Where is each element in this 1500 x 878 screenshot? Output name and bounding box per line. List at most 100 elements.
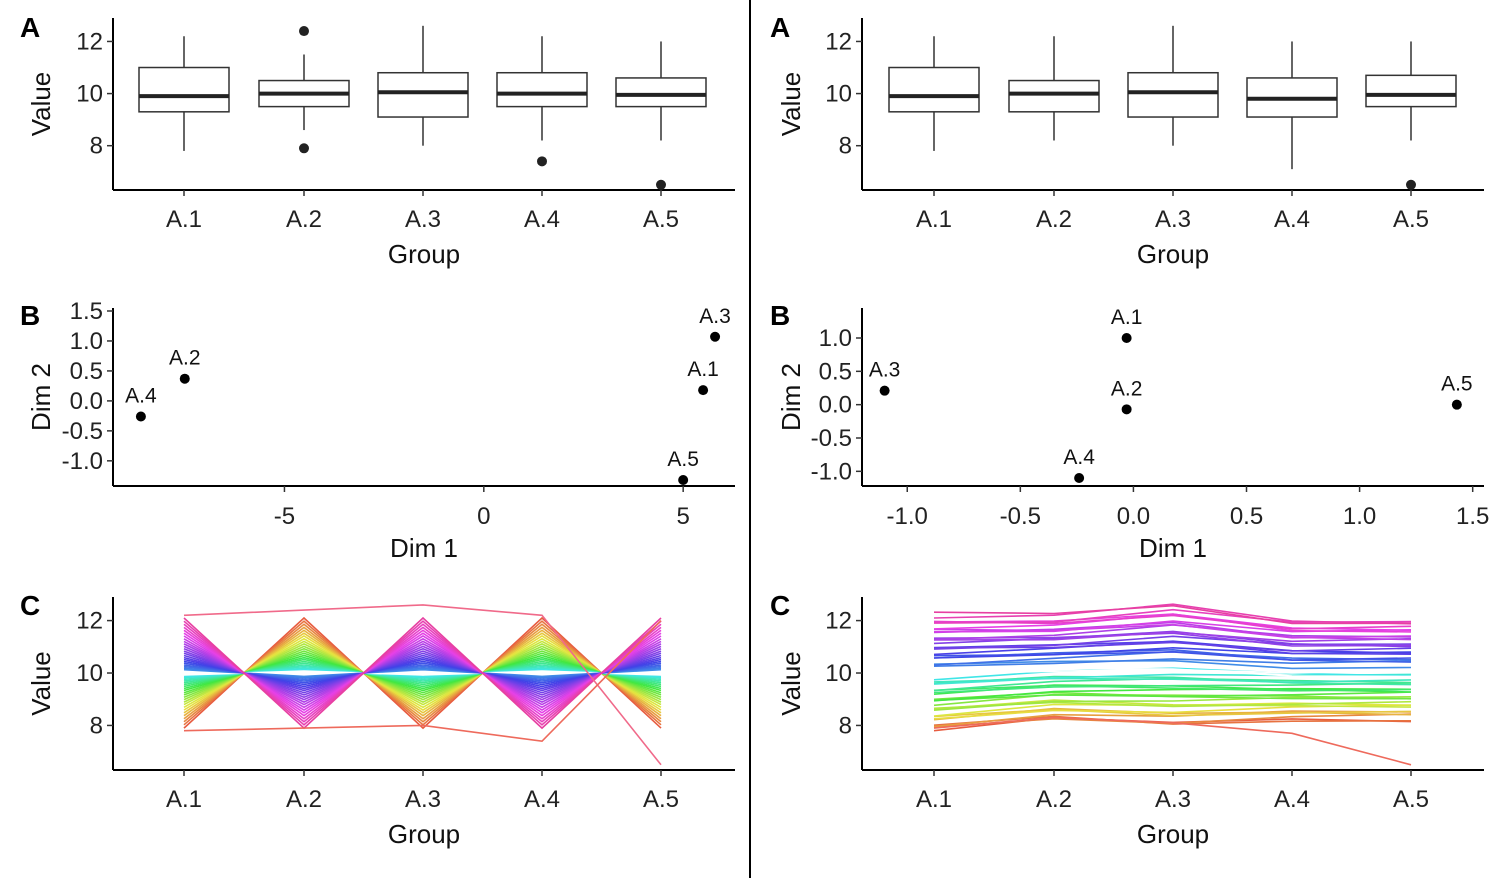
x-axis-label: Group — [1137, 239, 1209, 269]
x-tick-label: A.4 — [1274, 206, 1310, 233]
series-line — [933, 659, 1412, 670]
point-label: A.2 — [1111, 377, 1143, 400]
x-axis-label: Group — [388, 239, 460, 269]
series-line — [933, 641, 1412, 652]
series-line — [933, 613, 1412, 633]
y-tick-label: 0.0 — [70, 388, 103, 415]
x-tick-label: -5 — [274, 503, 295, 530]
x-tick-label: 1.0 — [1343, 503, 1376, 530]
y-tick-label: 0.5 — [70, 358, 103, 385]
series-line — [933, 631, 1412, 643]
y-tick-label: -0.5 — [811, 425, 852, 452]
series-line — [183, 616, 662, 730]
series-line — [933, 603, 1412, 625]
y-tick-label: 8 — [839, 133, 852, 160]
x-tick-label: A.4 — [524, 786, 560, 813]
x-tick-label: 0.0 — [1117, 503, 1150, 530]
box-A.3 — [377, 25, 469, 146]
box-iqr — [1008, 79, 1100, 113]
x-tick-label: 5 — [676, 503, 689, 530]
x-tick-label: -0.5 — [1000, 503, 1041, 530]
series-line — [183, 604, 662, 766]
point-A.3 — [879, 385, 890, 396]
panel-letter: C — [20, 590, 40, 621]
panel-letter: B — [20, 300, 40, 331]
y-tick-label: 12 — [76, 608, 103, 635]
series-line — [933, 658, 1412, 667]
point-A.2 — [179, 373, 190, 384]
outlier-point — [537, 156, 547, 167]
x-axis-label: Group — [388, 819, 460, 849]
y-tick-label: -1.0 — [62, 448, 103, 475]
y-tick-label: 12 — [825, 608, 852, 635]
series-line — [183, 620, 662, 743]
point-label: A.2 — [169, 347, 201, 370]
y-axis-label: Value — [26, 72, 56, 137]
series-line — [933, 668, 1412, 675]
box-iqr — [138, 66, 230, 113]
x-tick-label: A.2 — [1036, 786, 1072, 813]
outlier-point — [299, 143, 309, 154]
y-tick-label: 8 — [90, 133, 103, 160]
y-tick-label: 12 — [76, 28, 103, 55]
point-A.5 — [678, 475, 689, 486]
x-tick-label: A.2 — [286, 786, 322, 813]
panel-b-right: -1.0 -0.5 0.0 0.5 1.0 -1.0 -0.5 0.0 0.5 1.0 1.5 A.1… — [770, 300, 1489, 563]
series-line — [933, 673, 1412, 685]
x-tick-label: A.2 — [286, 206, 322, 233]
x-axis-label: Group — [1137, 819, 1209, 849]
x-tick-label: A.4 — [1274, 786, 1310, 813]
y-tick-label: 1.5 — [70, 298, 103, 325]
box-A.4 — [1246, 41, 1338, 170]
box-A.2 — [258, 26, 350, 154]
y-axis-label: Value — [26, 651, 56, 716]
series-line — [933, 632, 1412, 647]
panel-letter: A — [20, 12, 40, 43]
y-tick-label: 0.0 — [819, 392, 852, 419]
series-line — [933, 708, 1412, 718]
panel-c-right: 8 10 12 A.1 A.2 A.3 A.4 A.5 Group Value C — [770, 590, 1484, 849]
point-A.4 — [1074, 473, 1085, 483]
y-tick-label: 10 — [825, 660, 852, 687]
panel-a-left: 8 10 12 A.1 A.2 A.3 A.4 A.5 Group Value A — [20, 12, 735, 269]
box-iqr — [1365, 74, 1457, 108]
x-tick-label: A.1 — [166, 206, 202, 233]
point-label: A.1 — [687, 358, 719, 381]
series-line — [933, 691, 1412, 702]
y-tick-label: 1.0 — [819, 325, 852, 352]
box-A.4 — [496, 36, 588, 167]
box-A.1 — [138, 36, 230, 151]
point-label: A.5 — [1441, 373, 1473, 396]
y-tick-label: 0.5 — [819, 358, 852, 385]
series-line — [933, 684, 1412, 692]
point-A.2 — [1121, 404, 1132, 415]
x-tick-label: 1.5 — [1456, 503, 1489, 530]
point-label: A.3 — [699, 305, 731, 328]
y-tick-label: 10 — [76, 81, 103, 108]
point-label: A.4 — [1063, 446, 1095, 469]
point-A.5 — [1451, 399, 1462, 410]
panel-b-left: -1.0 -0.5 0.0 0.5 1.0 1.5 -5 0 5 A.1 A.2 A.3 A.4 A.5 D… — [20, 298, 735, 563]
outlier-point — [299, 26, 309, 37]
x-tick-label: A.3 — [405, 786, 441, 813]
y-tick-label: 12 — [825, 28, 852, 55]
x-tick-label: A.2 — [1036, 206, 1072, 233]
x-tick-label: A.5 — [1393, 206, 1429, 233]
series-line — [933, 687, 1412, 702]
point-label: A.5 — [667, 448, 699, 471]
series-line — [183, 640, 662, 706]
series-lines — [933, 603, 1412, 766]
x-tick-label: -1.0 — [887, 503, 928, 530]
box-A.1 — [888, 36, 980, 151]
series-lines — [183, 604, 662, 766]
box-iqr — [496, 71, 588, 108]
series-line — [183, 629, 662, 717]
point-A.1 — [1121, 333, 1132, 343]
y-axis-label: Dim 2 — [26, 363, 56, 431]
x-tick-label: A.3 — [1155, 206, 1191, 233]
x-tick-label: A.5 — [643, 786, 679, 813]
series-line — [183, 620, 662, 726]
x-axis-label: Dim 1 — [1139, 533, 1207, 563]
x-tick-label: A.1 — [916, 786, 952, 813]
x-tick-label: A.1 — [916, 206, 952, 233]
